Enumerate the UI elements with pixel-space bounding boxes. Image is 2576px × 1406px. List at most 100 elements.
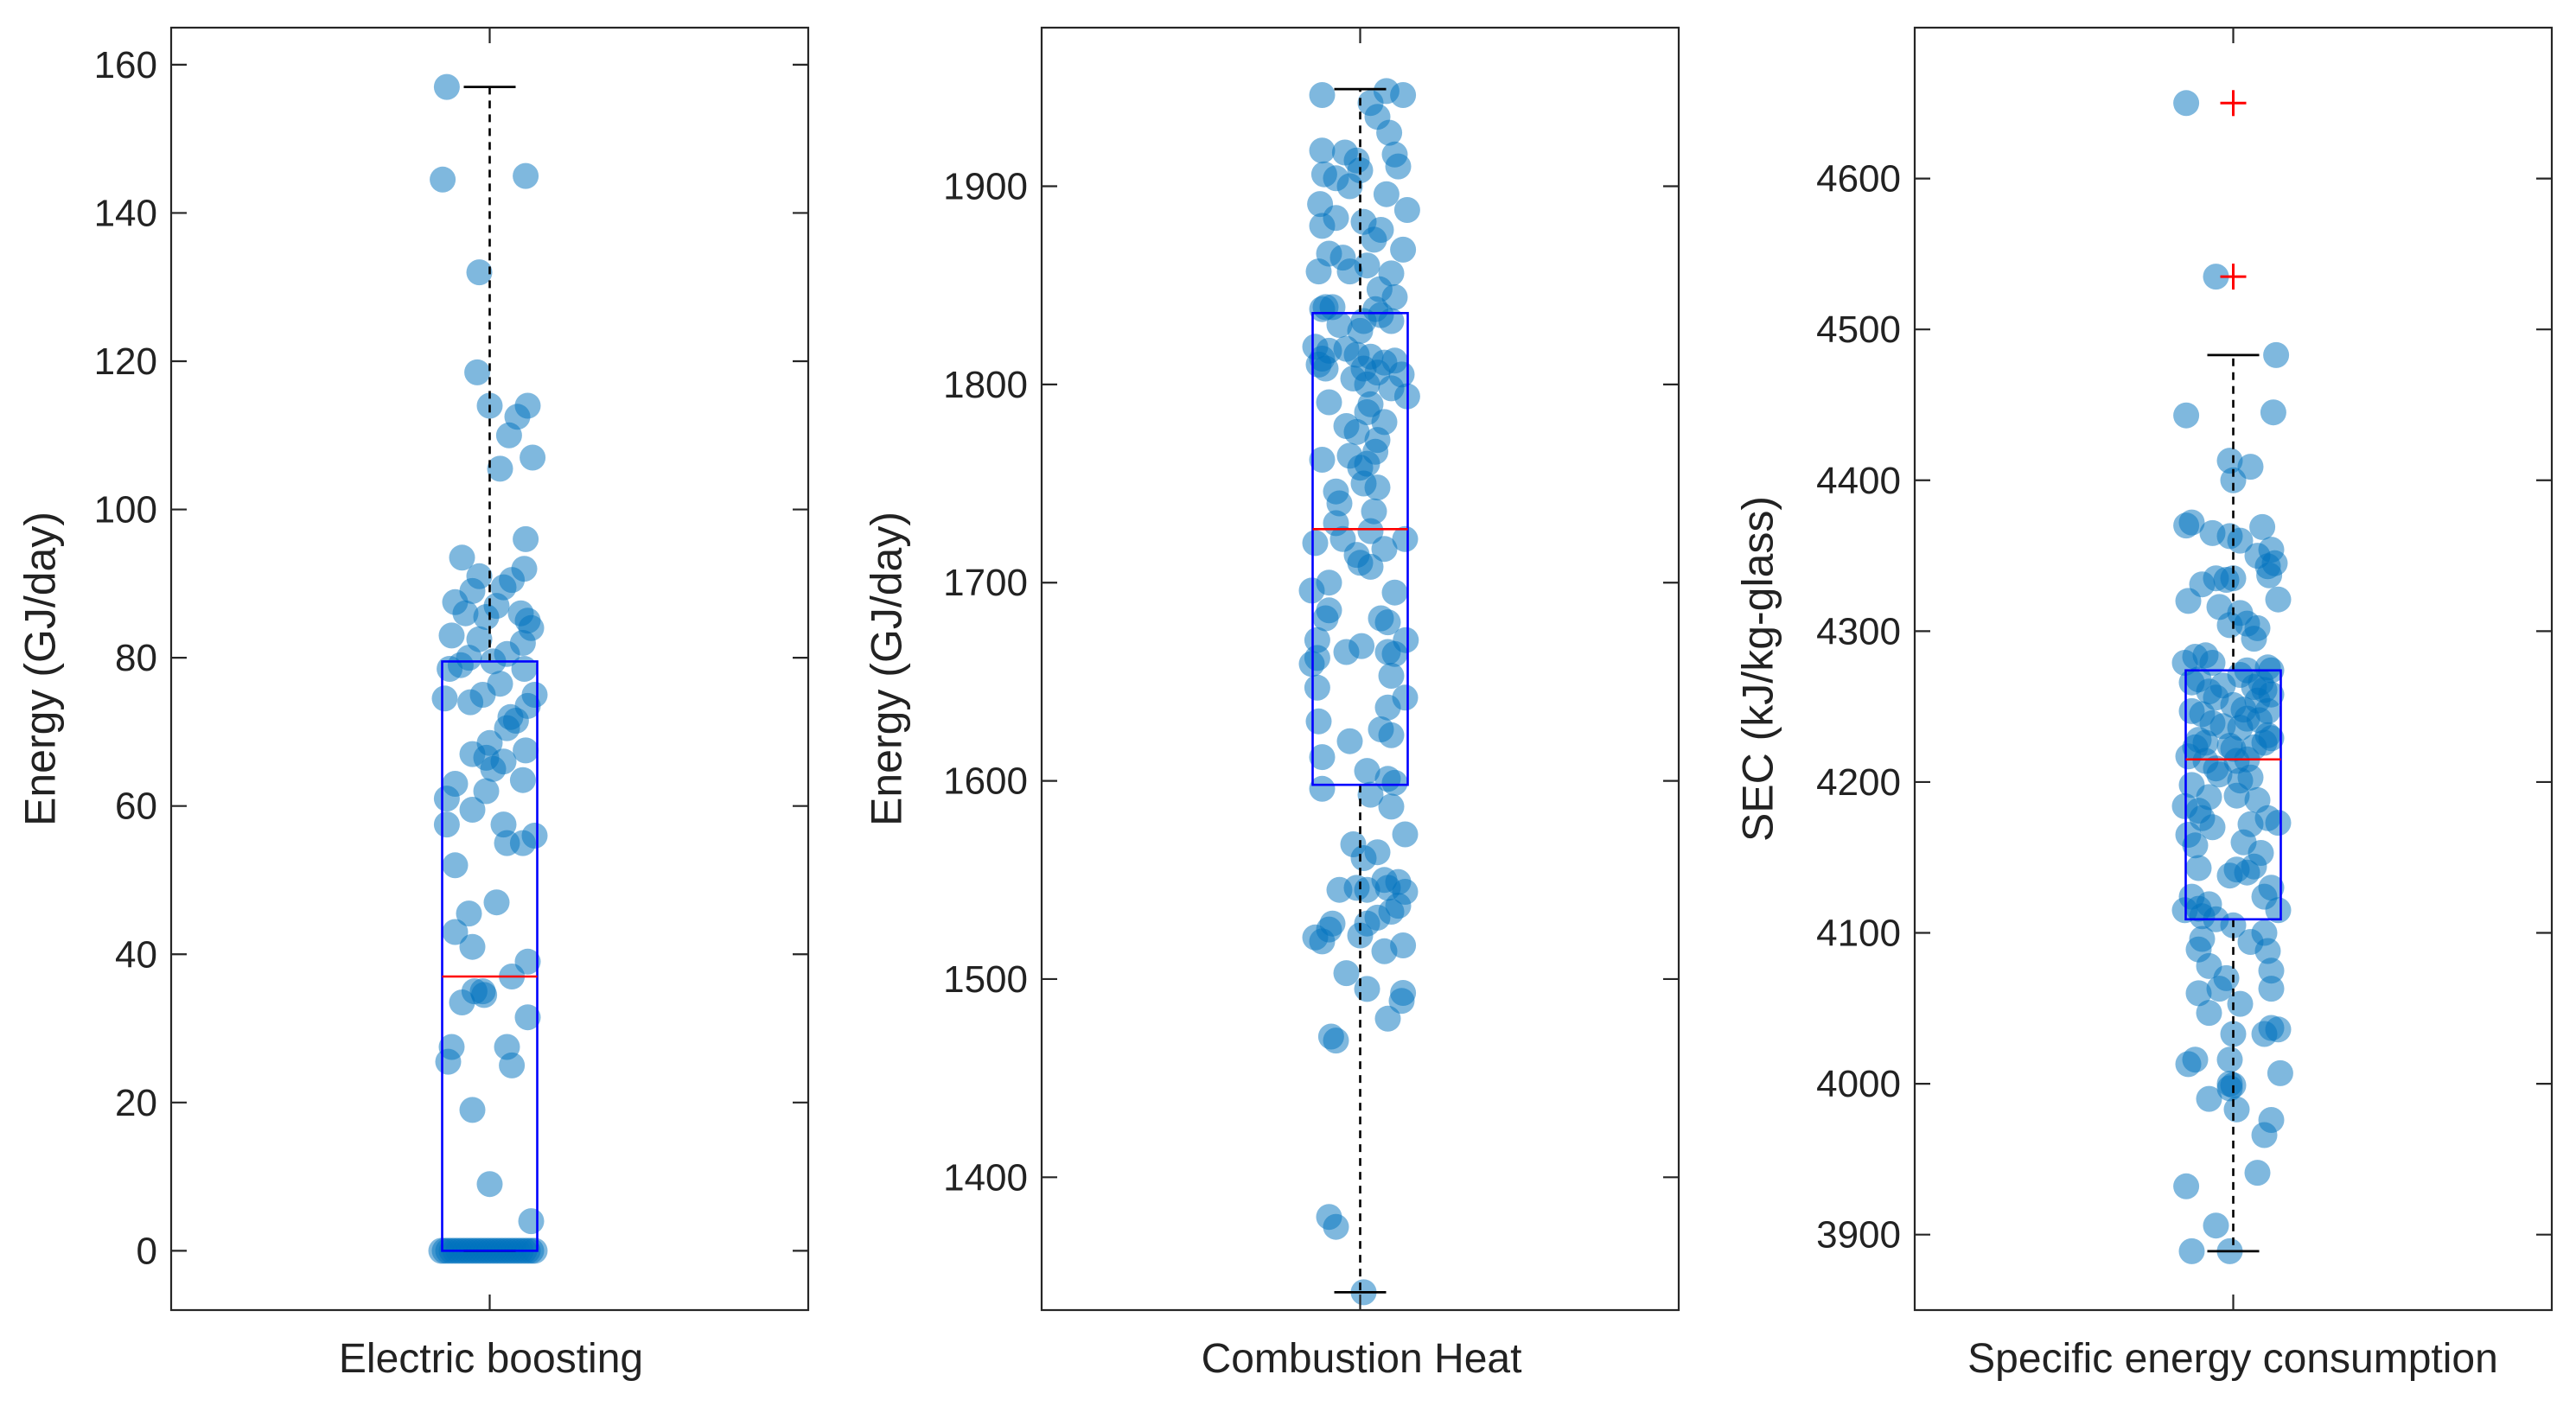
data-point bbox=[1390, 82, 1417, 108]
data-point bbox=[452, 600, 479, 627]
data-point bbox=[2227, 990, 2254, 1017]
data-point bbox=[473, 604, 500, 630]
data-point bbox=[2265, 586, 2292, 613]
x-category-label: Electric boosting bbox=[339, 1336, 643, 1382]
data-point bbox=[1354, 371, 1380, 398]
data-point bbox=[1347, 922, 1374, 949]
data-point bbox=[1333, 960, 1360, 987]
data-point bbox=[2227, 527, 2254, 554]
interquartile-box bbox=[1311, 311, 1409, 786]
data-point bbox=[1336, 173, 1363, 200]
y-tick-label: 1600 bbox=[943, 760, 1028, 803]
y-axis-ticks: 3900 4000 4100 4200 4300 4400 4500 4600 bbox=[1816, 28, 2552, 1310]
data-point bbox=[2223, 782, 2250, 809]
data-point bbox=[2173, 512, 2200, 539]
data-point bbox=[435, 1048, 462, 1075]
y-tick-label: 0 bbox=[137, 1230, 157, 1272]
data-point bbox=[1371, 536, 1398, 563]
y-tick-label: 60 bbox=[115, 786, 157, 828]
data-point bbox=[1309, 82, 1336, 108]
data-point bbox=[430, 166, 456, 193]
data-point bbox=[1309, 928, 1336, 955]
data-point bbox=[1316, 389, 1342, 416]
data-point bbox=[1312, 605, 1339, 632]
interquartile-box bbox=[441, 660, 539, 1252]
data-point bbox=[459, 933, 486, 960]
data-point bbox=[511, 656, 538, 682]
y-tick-label: 140 bbox=[94, 192, 157, 234]
data-point bbox=[433, 786, 460, 812]
data-point bbox=[2178, 1237, 2205, 1264]
data-point bbox=[1350, 845, 1377, 871]
data-point bbox=[459, 797, 486, 823]
data-point bbox=[2265, 810, 2292, 837]
data-point bbox=[2258, 957, 2285, 984]
data-point bbox=[459, 1097, 486, 1123]
data-point bbox=[2251, 1021, 2278, 1047]
data-point bbox=[433, 73, 460, 100]
data-point bbox=[2244, 1160, 2271, 1187]
data-point bbox=[1305, 258, 1332, 285]
data-point bbox=[2223, 1096, 2250, 1123]
y-axis-label: Energy (GJ/day) bbox=[863, 512, 911, 826]
data-point bbox=[1304, 674, 1330, 701]
y-tick-label: 1400 bbox=[943, 1156, 1028, 1199]
data-point bbox=[1378, 308, 1405, 334]
y-tick-label: 4300 bbox=[1816, 610, 1901, 652]
data-point bbox=[2206, 761, 2233, 788]
data-point bbox=[2185, 855, 2212, 881]
data-point bbox=[2258, 976, 2285, 1002]
data-point bbox=[1374, 1005, 1401, 1032]
data-point bbox=[1354, 758, 1380, 785]
y-tick-label: 40 bbox=[115, 933, 157, 976]
y-tick-label: 4600 bbox=[1816, 158, 1901, 200]
y-tick-label: 1800 bbox=[943, 364, 1028, 406]
data-point bbox=[1374, 609, 1401, 636]
data-point bbox=[2182, 832, 2209, 859]
data-point bbox=[471, 982, 498, 1008]
data-point bbox=[1381, 640, 1408, 667]
data-point bbox=[2254, 938, 2281, 964]
data-point bbox=[2196, 1000, 2222, 1027]
y-tick-label: 80 bbox=[115, 637, 157, 679]
data-point bbox=[2175, 1051, 2202, 1078]
data-point bbox=[1390, 236, 1417, 263]
y-tick-label: 1500 bbox=[943, 958, 1028, 1001]
y-tick-label: 20 bbox=[115, 1082, 157, 1124]
data-point bbox=[487, 455, 513, 482]
data-point bbox=[1302, 530, 1329, 557]
panel-combustion-heat: 1400 1500 1600 1700 1800 1900 Energy (GJ/day)… bbox=[863, 26, 1680, 1382]
data-point bbox=[1376, 119, 1403, 146]
data-point bbox=[1312, 355, 1339, 382]
y-tick-label: 4400 bbox=[1816, 460, 1901, 502]
data-point bbox=[2206, 976, 2233, 1002]
data-point bbox=[1361, 498, 1387, 525]
panel-specific-energy-consumption: 3900 4000 4100 4200 4300 4400 4500 4600 SEC (kJ… bbox=[1734, 26, 2554, 1382]
data-point bbox=[1333, 639, 1360, 665]
data-point bbox=[449, 544, 475, 571]
data-point bbox=[2203, 264, 2229, 290]
data-point bbox=[2199, 814, 2226, 841]
data-point bbox=[2203, 1212, 2229, 1239]
data-point bbox=[520, 444, 546, 471]
y-tick-label: 120 bbox=[94, 340, 157, 383]
boxplot-elements bbox=[441, 86, 539, 1252]
data-point bbox=[2216, 862, 2243, 889]
data-point bbox=[1305, 708, 1332, 735]
data-point bbox=[1388, 988, 1415, 1015]
data-point bbox=[1309, 213, 1336, 239]
data-point bbox=[456, 900, 482, 927]
data-point bbox=[1323, 1213, 1349, 1240]
y-axis-label: Energy (GJ/day) bbox=[16, 512, 65, 826]
data-point bbox=[1378, 663, 1405, 689]
data-point bbox=[449, 989, 475, 1015]
data-point bbox=[483, 889, 510, 916]
data-point bbox=[473, 778, 500, 805]
data-point bbox=[2249, 513, 2276, 540]
data-point bbox=[2185, 980, 2212, 1007]
data-point bbox=[2196, 1085, 2222, 1112]
data-point bbox=[438, 622, 465, 649]
data-point bbox=[2173, 90, 2200, 117]
data-point bbox=[2256, 562, 2283, 588]
data-point bbox=[442, 919, 469, 945]
